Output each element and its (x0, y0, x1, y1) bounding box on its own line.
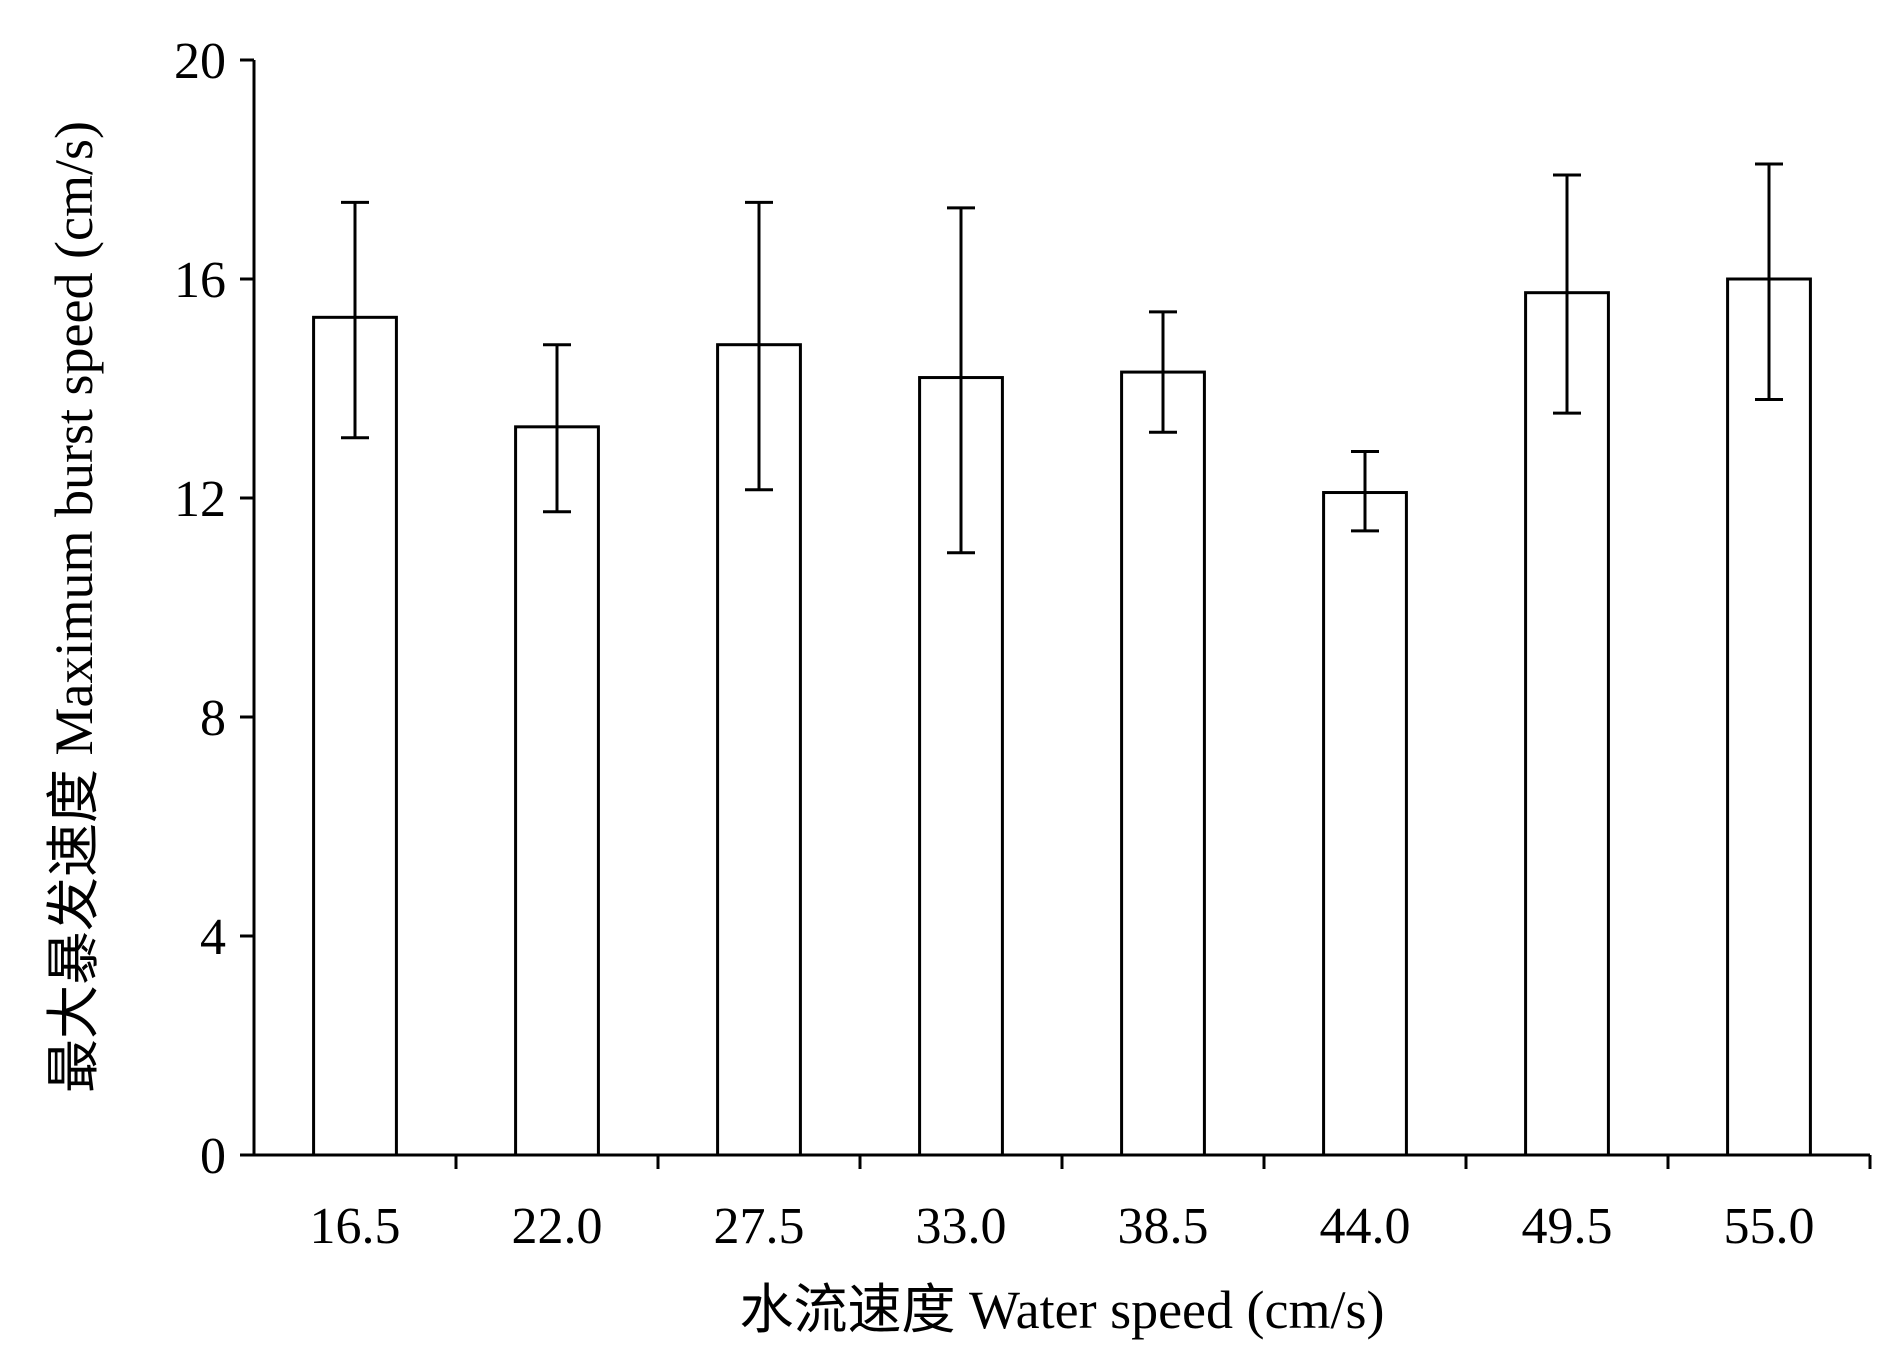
x-axis-title: 水流速度 Water speed (cm/s) (740, 1280, 1385, 1340)
x-axis-ticks: 16.5 22.0 27.5 33.0 38.5 44.0 49.5 55.0 (310, 1155, 1872, 1255)
x-tick-label: 49.5 (1522, 1198, 1613, 1255)
error-bar-22.0 (543, 343, 571, 514)
error-bar-55.0 (1755, 162, 1783, 401)
error-bar-16.5 (341, 200, 369, 440)
error-bar-38.5 (1149, 310, 1177, 434)
x-tick-label: 55.0 (1724, 1198, 1815, 1255)
error-bar-44.0 (1351, 449, 1379, 533)
y-tick-label: 16 (174, 252, 226, 309)
error-bar-49.5 (1553, 173, 1581, 415)
y-tick-label: 4 (200, 909, 226, 966)
error-bar-27.5 (745, 200, 773, 492)
x-tick-label: 44.0 (1320, 1198, 1411, 1255)
y-tick-label: 12 (174, 471, 226, 528)
y-tick-label: 8 (200, 690, 226, 747)
y-axis-ticks: 0 4 8 12 16 20 (174, 33, 254, 1185)
x-tick-label: 22.0 (512, 1198, 603, 1255)
x-tick-label: 38.5 (1118, 1198, 1209, 1255)
bar-22.0 (514, 425, 600, 1157)
x-tick-label: 16.5 (310, 1198, 401, 1255)
bar-16.5 (312, 315, 398, 1157)
bar-49.5 (1524, 291, 1610, 1157)
plot-area (312, 162, 1812, 1157)
y-tick-label: 20 (174, 33, 226, 90)
error-bar-33.0 (947, 206, 975, 555)
bar-55.0 (1726, 277, 1812, 1157)
y-tick-label: 0 (200, 1128, 226, 1185)
x-tick-label: 27.5 (714, 1198, 805, 1255)
y-axis-title: 最大暴发速度 Maximum burst speed (cm/s) (44, 121, 104, 1093)
bar-38.5 (1120, 370, 1206, 1157)
bar-44.0 (1322, 491, 1408, 1157)
x-tick-label: 33.0 (916, 1198, 1007, 1255)
